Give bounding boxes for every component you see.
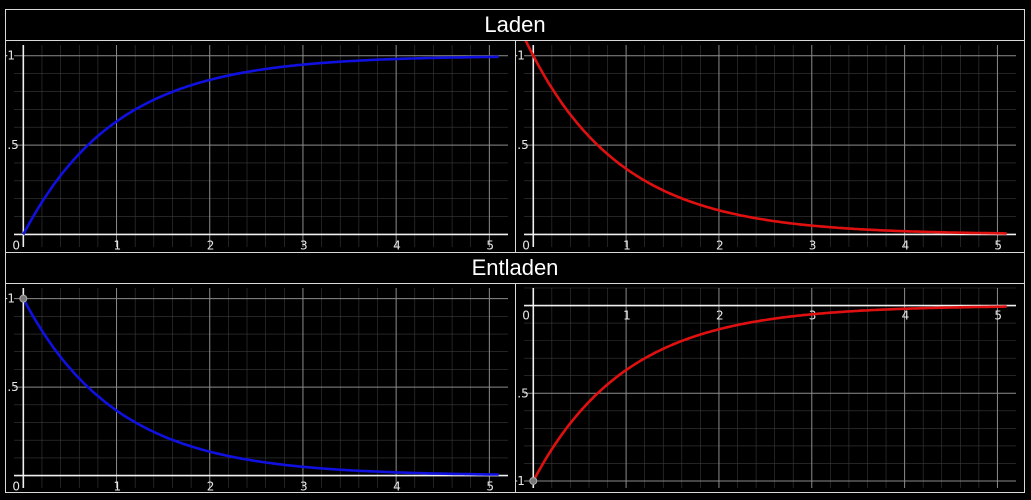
y-tick-label: 1	[517, 474, 525, 488]
x-tick-label: 4	[393, 238, 401, 252]
x-tick-label: 1	[114, 480, 122, 492]
series-line	[532, 305, 1007, 482]
x-tick-label: 2	[716, 309, 724, 323]
x-tick-label: 5	[486, 238, 494, 252]
x-tick-label: 4	[902, 238, 910, 252]
x-tick-label: 2	[207, 480, 215, 492]
x-tick-label: 1	[623, 238, 631, 252]
x-tick-label: 0	[12, 238, 20, 252]
x-tick-label: 0	[522, 238, 530, 252]
series-marker-point	[19, 294, 28, 303]
section-title-laden: Laden	[5, 9, 1025, 41]
chart-panel-laden-left: 0 1 2 3 4 5 .5 1	[5, 40, 516, 253]
chart-panel-laden-right: 0 1 2 3 4 5 .5 1	[515, 40, 1025, 253]
series-line	[22, 297, 499, 476]
chart-discharging-voltage: 0 1 2 3 4 5 .5 1	[6, 288, 508, 492]
chart-charging-current: 0 1 2 3 4 5 .5 1	[516, 41, 1016, 252]
chart-panel-entladen-left: 0 1 2 3 4 5 .5 1	[5, 283, 516, 493]
x-tick-label: 3	[300, 238, 308, 252]
x-tick-label: 4	[902, 309, 910, 323]
y-tick-label: .5	[517, 386, 528, 400]
section-title-entladen: Entladen	[5, 252, 1025, 284]
series-marker-point	[529, 476, 538, 485]
x-tick-label: 4	[393, 480, 401, 492]
x-tick-label: 3	[809, 309, 817, 323]
x-tick-label: 0	[522, 309, 530, 323]
y-tick-label: 1	[517, 49, 525, 63]
x-tick-label: 3	[809, 238, 817, 252]
x-tick-label: 1	[623, 309, 631, 323]
series-line	[524, 41, 1007, 235]
chart-discharging-current: 0 1 2 3 4 5 1 .5	[516, 287, 1016, 488]
x-tick-label: 1	[114, 238, 122, 252]
x-tick-label: 5	[486, 480, 494, 492]
y-tick-label: 1	[7, 49, 15, 63]
y-tick-label: .5	[7, 138, 18, 152]
x-tick-label: 5	[994, 238, 1002, 252]
x-tick-label: 3	[300, 480, 308, 492]
x-tick-label: 5	[994, 309, 1002, 323]
y-tick-label: .5	[7, 380, 18, 394]
series-line	[22, 55, 499, 236]
chart-charging-voltage: 0 1 2 3 4 5 .5 1	[6, 45, 508, 252]
y-tick-label: .5	[517, 138, 528, 152]
x-tick-label: 0	[12, 480, 20, 492]
x-tick-label: 2	[716, 238, 724, 252]
y-tick-label: 1	[7, 292, 15, 306]
x-tick-label: 2	[207, 238, 215, 252]
chart-panel-entladen-right: 0 1 2 3 4 5 1 .5	[515, 283, 1025, 493]
